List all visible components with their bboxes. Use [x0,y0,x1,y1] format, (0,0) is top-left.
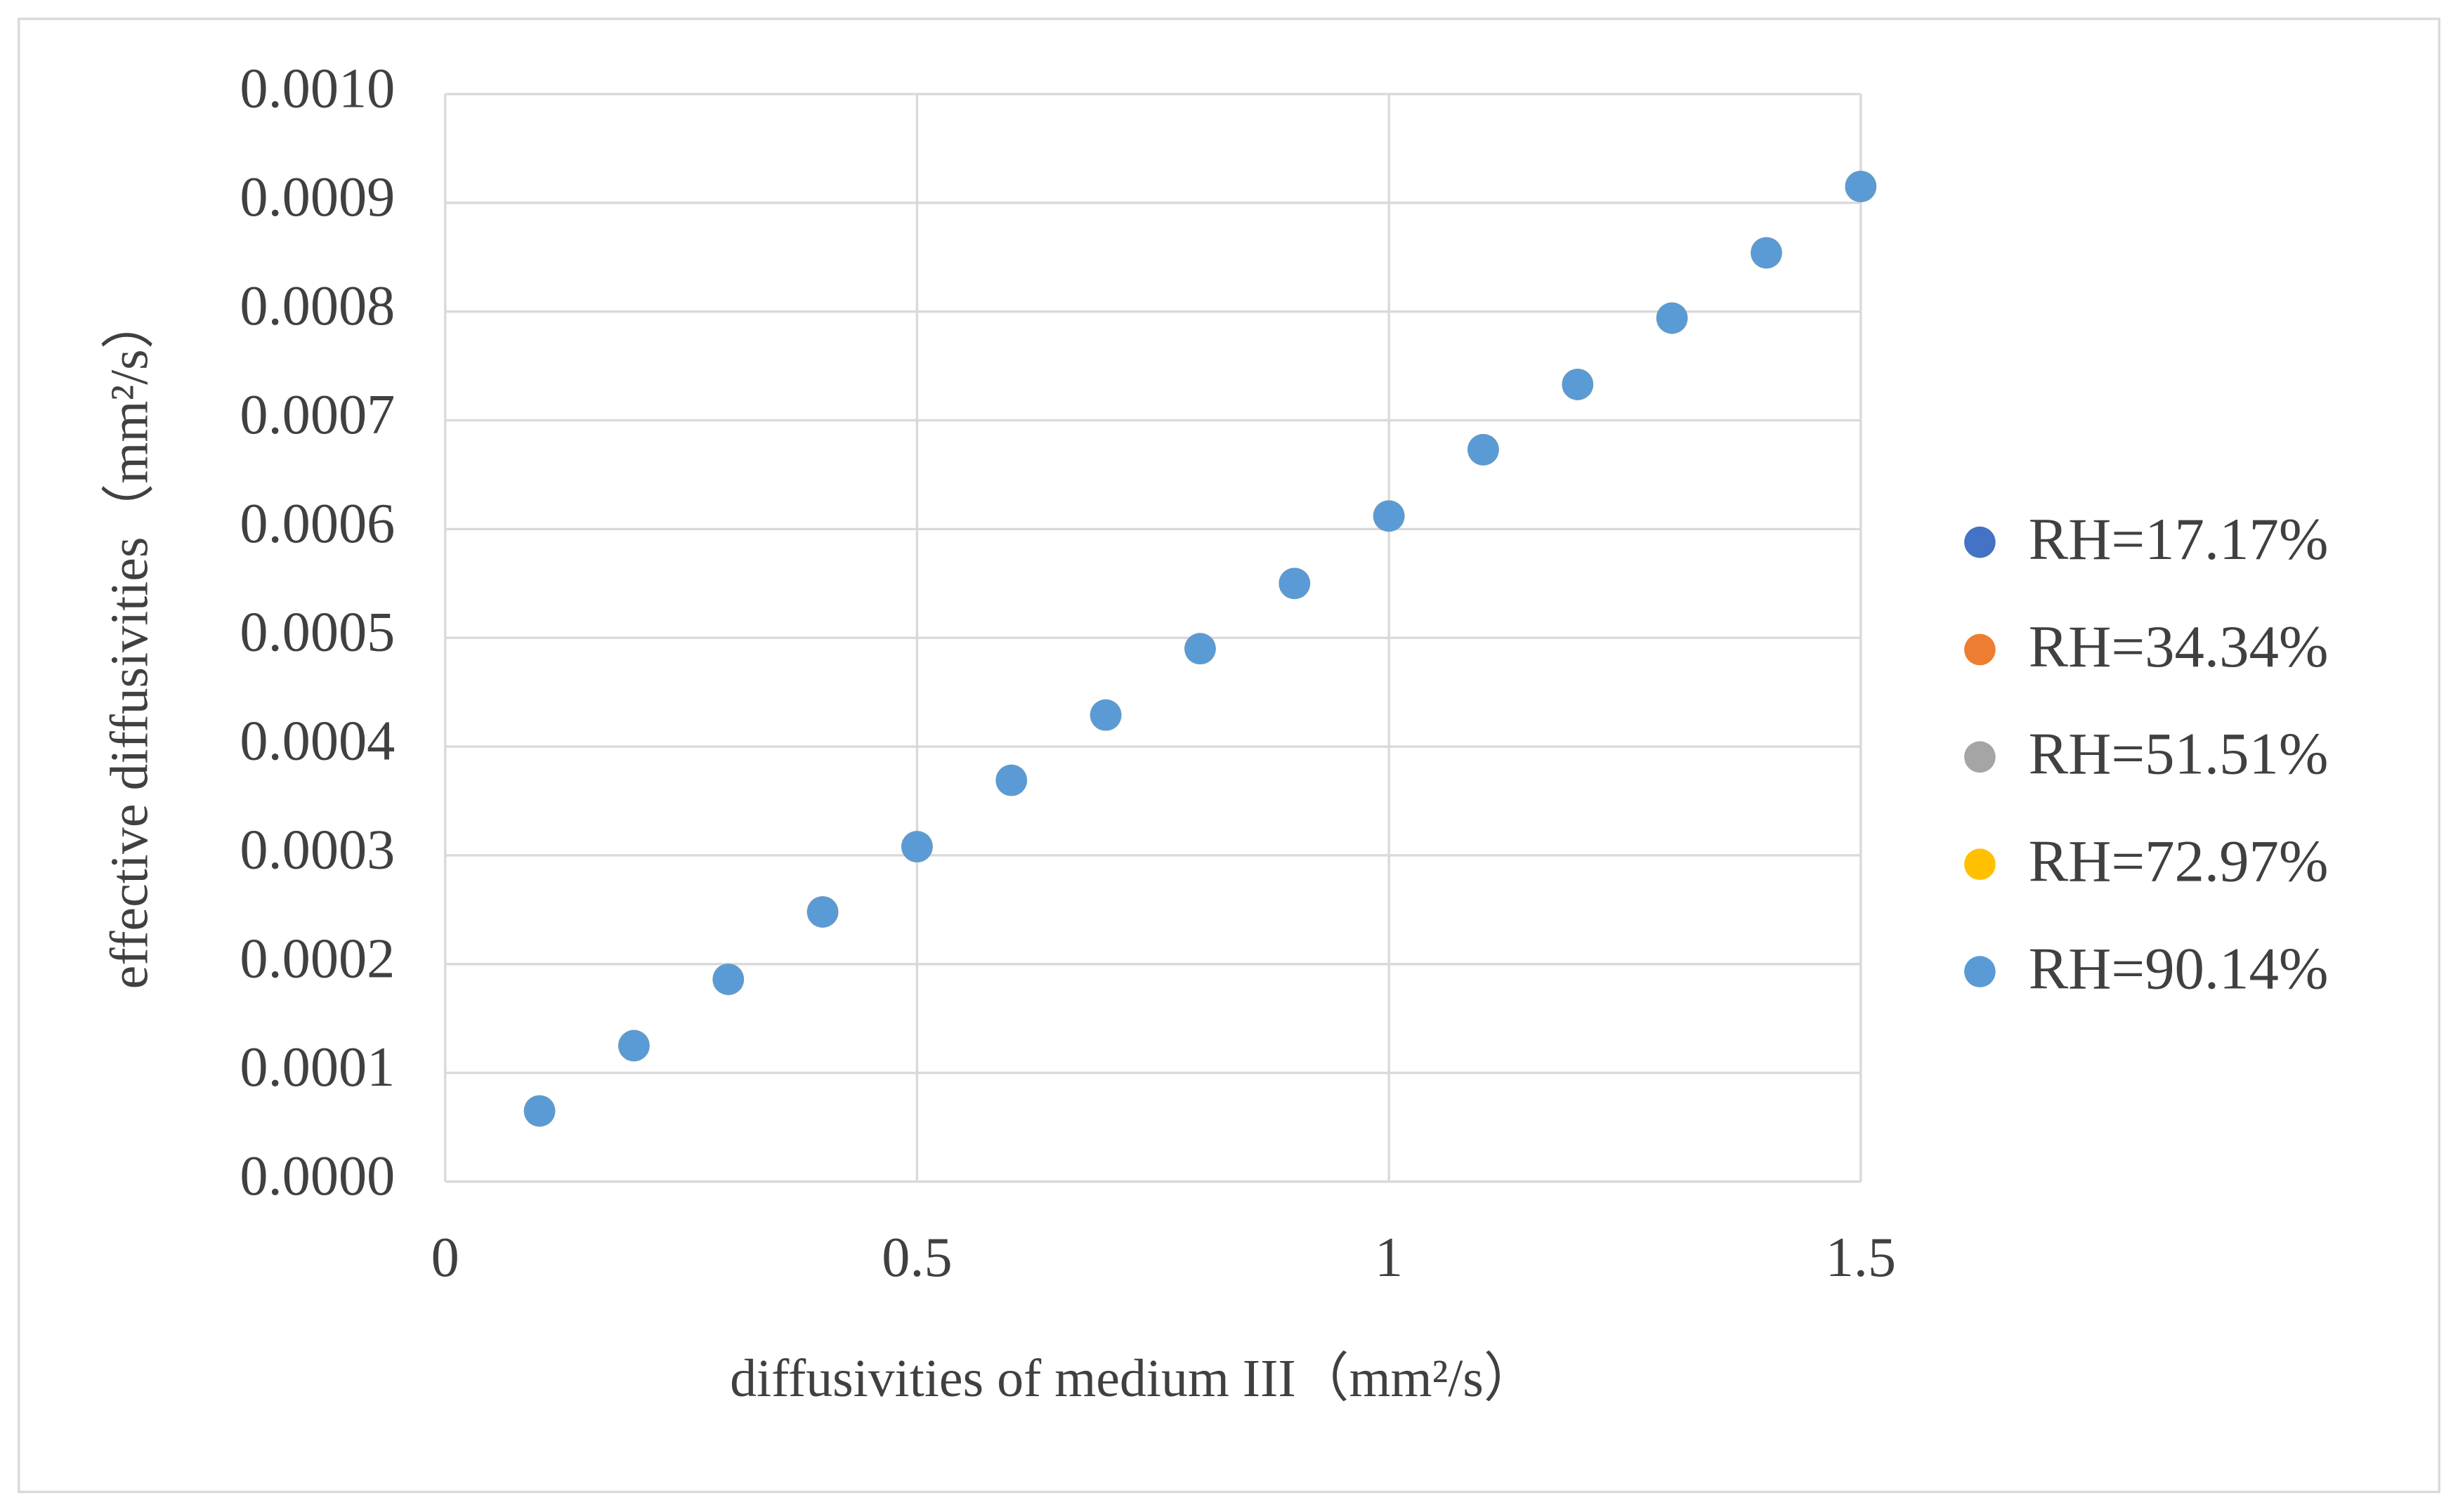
legend-marker [1964,741,1996,773]
scatter-point [618,1030,650,1062]
scatter-point [712,964,745,995]
scatter-point [1562,369,1594,400]
legend-label: RH=72.97% [2029,829,2329,895]
y-tick-label: 0.0004 [240,710,395,773]
scatter-point [1751,237,1782,269]
legend-marker [1964,633,1996,666]
legend-marker [1964,956,1996,987]
scatter-point [1090,699,1122,731]
y-tick-label: 0.0003 [240,818,395,881]
scatter-point [1373,500,1405,532]
scatter-point [1279,567,1311,600]
scatter-point [995,764,1028,796]
scatter-point [523,1095,556,1127]
legend-label: RH=34.34% [2029,614,2329,680]
y-tick-label: 0.0002 [240,927,395,990]
legend-marker [1964,848,1996,881]
x-tick-label: 1 [1375,1226,1403,1289]
scatter-point [806,896,839,928]
y-tick-label: 0.0008 [240,275,395,337]
legend-label: RH=51.51% [2029,721,2329,787]
legend-label: RH=90.14% [2029,935,2329,1001]
y-tick-label: 0.0007 [240,383,395,446]
scatter-point [1656,302,1688,334]
y-tick-label: 0.0010 [240,57,395,119]
legend-label: RH=17.17% [2029,506,2329,572]
x-tick-label: 0.5 [882,1226,952,1289]
scatter-point [1467,434,1499,466]
y-axis-label: effective diffusivities（mm²/s） [100,296,159,989]
y-tick-label: 0.0000 [240,1145,395,1207]
x-axis-label: diffusivities of medium III（mm²/s） [730,1349,1537,1408]
scatter-point [1184,633,1216,665]
scatter-point [901,831,933,862]
x-tick-label: 0 [431,1226,459,1289]
legend-marker [1964,526,1996,558]
y-tick-label: 0.0006 [240,492,395,555]
x-tick-label: 1.5 [1826,1226,1896,1289]
scatter-point [1845,171,1877,202]
y-tick-label: 0.0001 [240,1036,395,1098]
chart-frame [18,18,2440,1494]
y-tick-label: 0.0005 [240,601,395,664]
y-tick-label: 0.0009 [240,166,395,228]
